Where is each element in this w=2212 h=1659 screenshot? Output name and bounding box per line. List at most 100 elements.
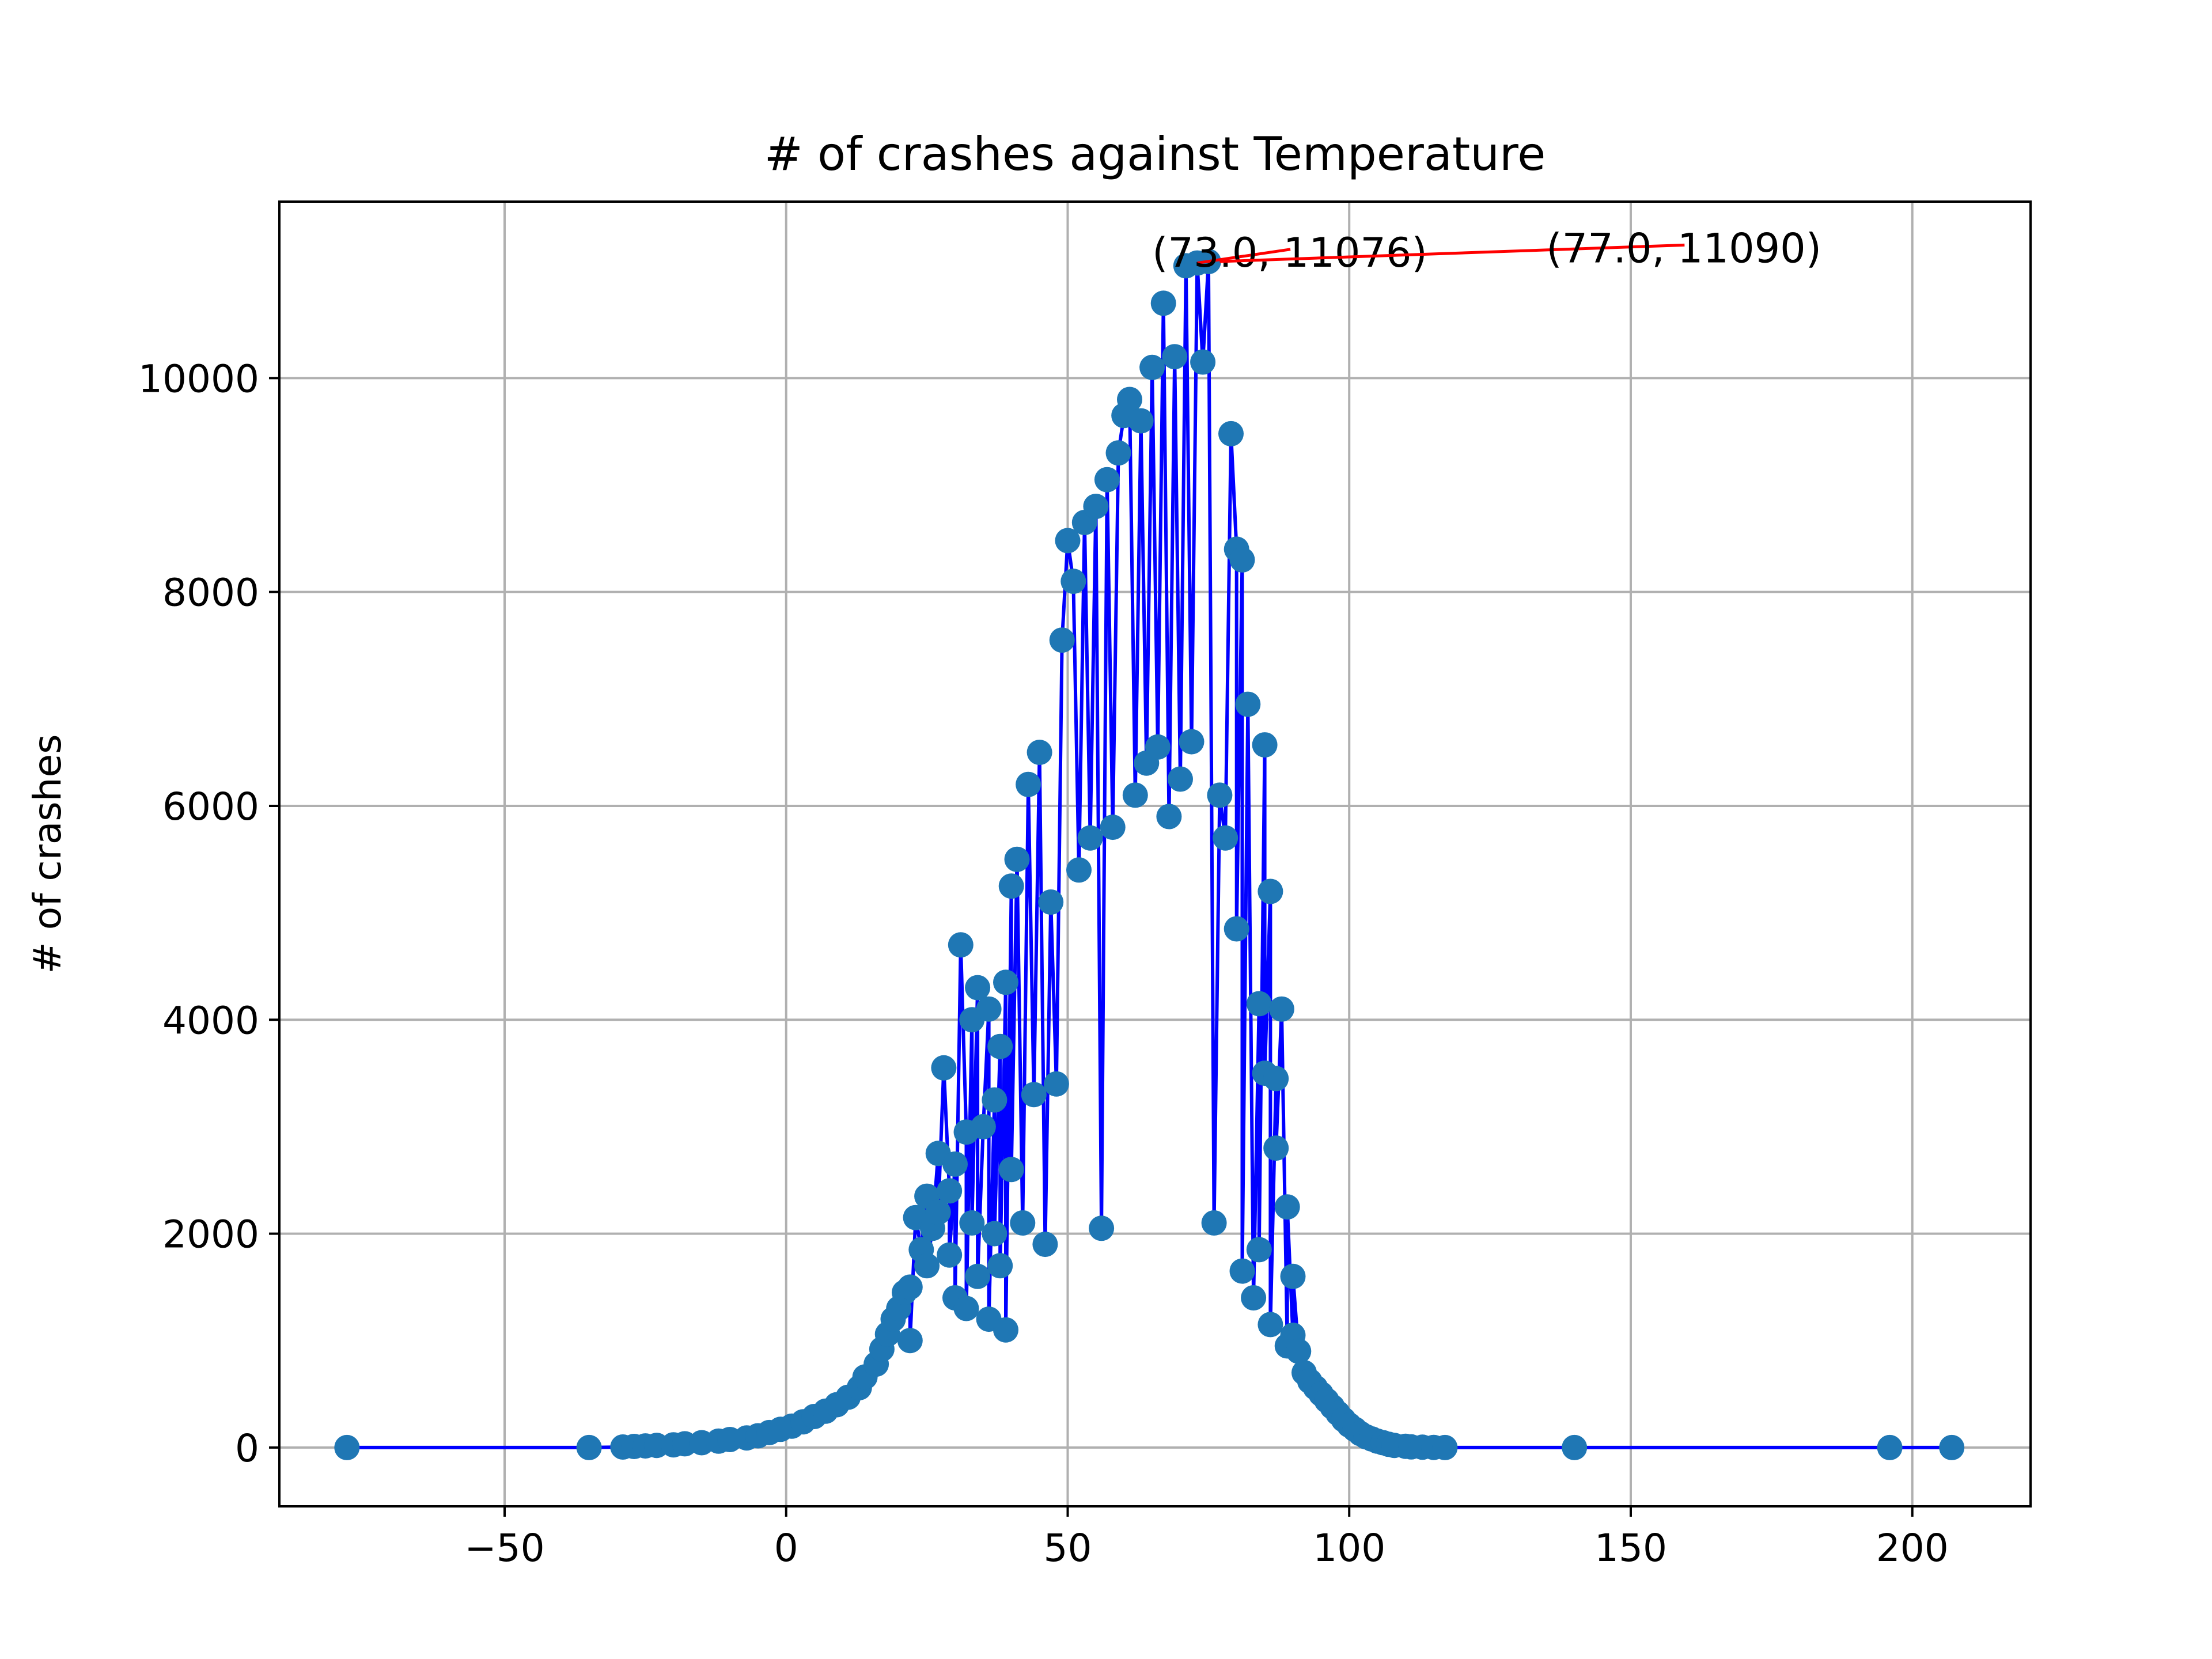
data-point [942, 1151, 968, 1177]
chart-title: # of crashes against Temperature [764, 127, 1546, 181]
data-point [937, 1242, 963, 1268]
y-tick-label: 2000 [162, 1213, 259, 1257]
x-tick-label: 100 [1313, 1526, 1385, 1570]
data-point [1241, 1285, 1267, 1310]
data-point [1077, 825, 1103, 851]
data-point [1150, 290, 1176, 316]
data-point [1004, 846, 1030, 872]
data-point [998, 1157, 1024, 1183]
data-point [993, 969, 1018, 995]
data-point [1432, 1434, 1458, 1460]
x-tick-label: 200 [1876, 1526, 1949, 1570]
data-point [1083, 494, 1109, 520]
data-point [1049, 627, 1075, 653]
data-point [982, 1087, 1007, 1113]
y-tick-label: 4000 [162, 998, 259, 1043]
data-point [1145, 734, 1171, 760]
data-point [1246, 1237, 1272, 1263]
data-point [1162, 344, 1188, 370]
data-point [993, 1317, 1018, 1343]
data-point [982, 1221, 1007, 1247]
data-point [976, 996, 1002, 1022]
data-point [1268, 996, 1294, 1022]
data-point [1229, 547, 1255, 573]
data-point [948, 932, 974, 958]
data-point [1252, 732, 1278, 758]
data-point [987, 1253, 1013, 1279]
annotation-label: (73.0, 11076) [1152, 229, 1427, 276]
data-point [1286, 1338, 1312, 1364]
annotation-label: (77.0, 11090) [1546, 225, 1821, 272]
data-point [897, 1274, 923, 1300]
data-point [1201, 1210, 1227, 1236]
data-point [1128, 408, 1154, 434]
data-point [959, 1210, 985, 1236]
data-point [1089, 1215, 1115, 1241]
data-point [1156, 804, 1182, 830]
y-tick-label: 6000 [162, 785, 259, 829]
data-point [1218, 421, 1244, 446]
data-point [970, 1113, 996, 1139]
data-point [1246, 991, 1272, 1017]
data-point [1257, 1312, 1283, 1338]
y-axis-label: # of crashes [25, 734, 70, 974]
data-point [576, 1434, 602, 1460]
data-point [1263, 1066, 1289, 1092]
data-point [1066, 857, 1092, 883]
data-point [897, 1328, 923, 1354]
data-point [1060, 569, 1086, 594]
data-point [1179, 729, 1205, 755]
data-point [1562, 1434, 1588, 1460]
data-point [1877, 1434, 1903, 1460]
data-point [334, 1434, 360, 1460]
data-point [965, 975, 991, 1001]
x-tick-label: 50 [1043, 1526, 1092, 1570]
data-point [1168, 766, 1193, 792]
x-tick-label: 150 [1594, 1526, 1667, 1570]
data-point [1263, 1135, 1289, 1161]
annotation-layer: (73.0, 11076) (77.0, 11090) [1152, 225, 1821, 276]
data-point [1274, 1194, 1300, 1220]
data-point [1038, 889, 1064, 915]
data-point [1016, 771, 1041, 797]
data-point [1213, 825, 1238, 851]
data-point [1094, 467, 1120, 493]
x-tick-label: 0 [774, 1526, 798, 1570]
y-tick-label: 0 [235, 1426, 259, 1471]
data-point [1055, 528, 1081, 554]
data-point [1122, 782, 1148, 808]
data-point [1207, 782, 1233, 808]
plot-frame [278, 200, 2032, 1508]
data-point [1190, 349, 1216, 375]
data-point [1235, 691, 1261, 717]
data-point [1100, 815, 1126, 840]
data-point [931, 1055, 957, 1081]
data-point [1257, 878, 1283, 904]
annotation-line [1219, 243, 1685, 263]
x-tick-label: −50 [464, 1526, 544, 1570]
data-point [998, 873, 1024, 899]
data-point [937, 1178, 963, 1204]
data-point-layer [334, 249, 1965, 1460]
data-point [1280, 1263, 1306, 1289]
data-point [965, 1263, 991, 1289]
y-tick-label: 10000 [138, 357, 259, 401]
data-point [914, 1253, 940, 1279]
data-point [1021, 1082, 1047, 1108]
y-tick-label: 8000 [162, 571, 259, 615]
data-point [1027, 740, 1052, 766]
data-point [925, 1199, 951, 1225]
data-point [1939, 1434, 1965, 1460]
data-point [1043, 1071, 1069, 1097]
data-point [1117, 387, 1142, 412]
data-point [1224, 916, 1249, 942]
data-point [1229, 1258, 1255, 1284]
data-point [987, 1033, 1013, 1059]
data-point [1032, 1232, 1058, 1257]
data-point [1105, 440, 1131, 466]
annotation-line [1196, 248, 1291, 265]
data-point [1010, 1210, 1036, 1236]
